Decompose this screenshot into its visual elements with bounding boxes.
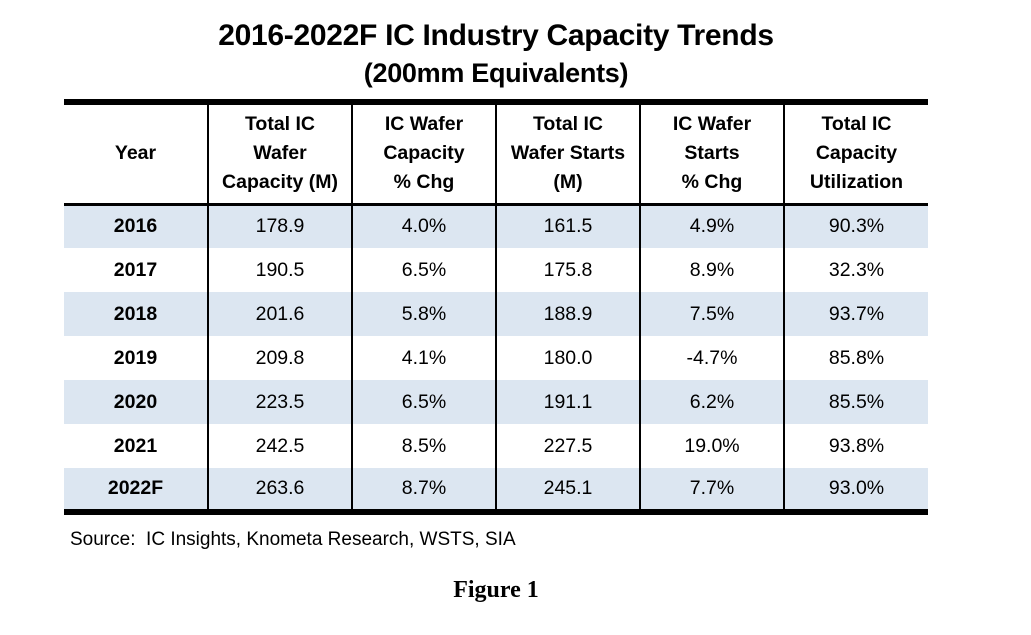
table-cell: 4.9% — [639, 204, 784, 248]
table-cell: 245.1 — [495, 468, 640, 512]
table-cell: 223.5 — [207, 380, 352, 424]
capacity-trends-table: Year Total IC Wafer Capacity (M) IC Wafe… — [64, 98, 928, 515]
table-cell: 19.0% — [639, 424, 784, 468]
table-cell: 6.5% — [351, 380, 496, 424]
table-cell: 8.9% — [639, 248, 784, 292]
year-cell: 2017 — [113, 258, 158, 281]
table-cell: 188.9 — [495, 292, 640, 336]
col-header-starts-chg: IC Wafer Starts % Chg — [639, 101, 784, 206]
year-cell: 2022F — [107, 477, 164, 499]
table-row: 2016 178.9 4.0% 161.5 4.9% 90.3% — [64, 204, 928, 248]
year-cell: 2016 — [113, 215, 158, 238]
col-header-capacity-chg: IC Wafer Capacity % Chg — [351, 101, 496, 206]
table-cell: 191.1 — [495, 380, 640, 424]
table-cell: 180.0 — [495, 336, 640, 380]
table-cell: 175.8 — [495, 248, 640, 292]
col-header-starts: Total IC Wafer Starts (M) — [495, 101, 640, 206]
table-row: 2019 209.8 4.1% 180.0 -4.7% 85.8% — [64, 336, 928, 380]
table-cell: 178.9 — [207, 204, 352, 248]
table-row: 2017 190.5 6.5% 175.8 8.9% 32.3% — [64, 248, 928, 292]
table-row: 2022F 263.6 8.7% 245.1 7.7% 93.0% — [64, 468, 928, 512]
table-cell: 8.5% — [351, 424, 496, 468]
table-cell: 6.2% — [639, 380, 784, 424]
year-cell: 2021 — [113, 434, 158, 457]
table-cell: 93.0% — [783, 468, 928, 512]
header-row: Year Total IC Wafer Capacity (M) IC Wafe… — [64, 101, 928, 206]
col-header-utilization: Total IC Capacity Utilization — [783, 101, 928, 206]
table-row: 2020 223.5 6.5% 191.1 6.2% 85.5% — [64, 380, 928, 424]
table-cell: 209.8 — [207, 336, 352, 380]
table-cell: 7.7% — [639, 468, 784, 512]
table-cell: 242.5 — [207, 424, 352, 468]
source-note: Source: IC Insights, Knometa Research, W… — [70, 529, 516, 550]
figure-page: 2016-2022F IC Industry Capacity Trends (… — [64, 0, 928, 604]
table-cell: 93.7% — [783, 292, 928, 336]
figure-title: 2016-2022F IC Industry Capacity Trends — [218, 19, 774, 52]
table-body: 2016 178.9 4.0% 161.5 4.9% 90.3% 2017 190.5 6.5%… — [64, 204, 928, 512]
table-row: 2018 201.6 5.8% 188.9 7.5% 93.7% — [64, 292, 928, 336]
table-cell: 85.5% — [783, 380, 928, 424]
table-cell: 161.5 — [495, 204, 640, 248]
year-cell: 2019 — [113, 346, 158, 369]
year-cell: 2020 — [113, 390, 158, 413]
table-cell: 263.6 — [207, 468, 352, 512]
table-cell: 8.7% — [351, 468, 496, 512]
year-cell: 2018 — [113, 302, 158, 325]
col-header-capacity: Total IC Wafer Capacity (M) — [207, 101, 352, 206]
figure-subtitle: (200mm Equivalents) — [363, 58, 629, 88]
table-cell: 7.5% — [639, 292, 784, 336]
table-cell: 190.5 — [207, 248, 352, 292]
table-cell: 227.5 — [495, 424, 640, 468]
table-cell: 85.8% — [783, 336, 928, 380]
table-cell: 93.8% — [783, 424, 928, 468]
table-cell: 90.3% — [783, 204, 928, 248]
table-header: Year Total IC Wafer Capacity (M) IC Wafe… — [64, 101, 928, 206]
table-cell: -4.7% — [639, 336, 784, 380]
table-cell: 4.0% — [351, 204, 496, 248]
table-cell: 32.3% — [783, 248, 928, 292]
figure-caption: Figure 1 — [453, 577, 539, 603]
table-cell: 4.1% — [351, 336, 496, 380]
table-cell: 6.5% — [351, 248, 496, 292]
table-cell: 5.8% — [351, 292, 496, 336]
table-row: 2021 242.5 8.5% 227.5 19.0% 93.8% — [64, 424, 928, 468]
table-cell: 201.6 — [207, 292, 352, 336]
col-header-year: Year — [64, 101, 208, 206]
